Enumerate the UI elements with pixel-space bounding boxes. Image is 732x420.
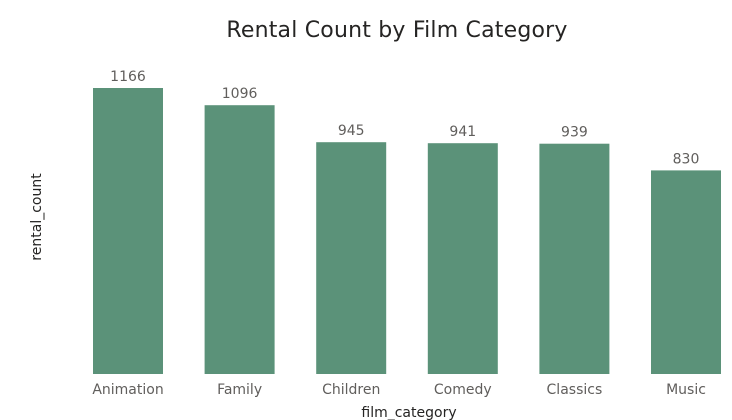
bar-value-label: 830 <box>673 151 700 167</box>
bar-music <box>651 170 721 374</box>
chart-title: Rental Count by Film Category <box>226 18 568 43</box>
bar-value-label: 939 <box>561 125 588 141</box>
bar-animation <box>93 88 163 374</box>
x-tick-label: Family <box>217 382 262 398</box>
x-tick-label: Children <box>322 382 380 398</box>
x-tick-label: Music <box>666 382 706 398</box>
bar-classics <box>539 143 610 374</box>
bar-value-label: 945 <box>338 123 365 139</box>
x-tick-label: Classics <box>547 382 603 398</box>
bar-value-label: 941 <box>449 124 476 140</box>
x-tick-label: Comedy <box>434 382 492 398</box>
bar-children <box>316 142 387 374</box>
bar-value-label: 1096 <box>222 86 258 102</box>
x-axis-label: film_category <box>361 405 456 420</box>
x-tick-label: Animation <box>92 382 163 398</box>
y-axis-label: rental_count <box>29 173 45 261</box>
bar-comedy <box>427 143 498 374</box>
bar-value-label: 1166 <box>110 69 146 85</box>
bars-layer <box>93 88 721 374</box>
x-ticks-layer: Animation Family Children Comedy Classics Mus… <box>92 382 706 398</box>
bar-family <box>204 105 275 374</box>
value-labels-layer: 1166 1096 945 941 939 830 <box>110 69 699 167</box>
